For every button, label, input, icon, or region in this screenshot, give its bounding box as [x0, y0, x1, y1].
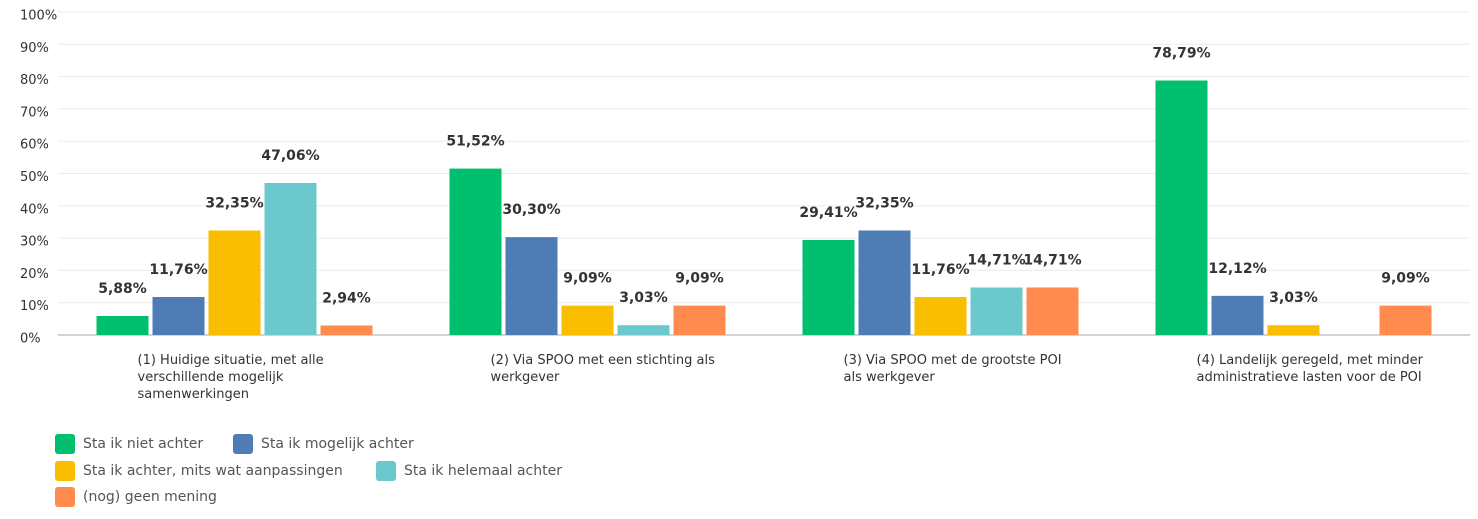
- legend-label: (nog) geen mening: [83, 489, 217, 505]
- legend-label: Sta ik mogelijk achter: [261, 436, 414, 452]
- legend-swatch: [55, 434, 75, 454]
- legend-item: Sta ik helemaal achter: [376, 461, 562, 481]
- bar: [208, 230, 261, 335]
- bar: [1211, 295, 1264, 335]
- value-label: 29,41%: [799, 205, 857, 221]
- value-label: 9,09%: [675, 271, 724, 287]
- value-label: 11,76%: [911, 262, 969, 278]
- legend-label: Sta ik niet achter: [83, 436, 204, 452]
- legend-swatch: [55, 487, 75, 507]
- y-tick-label: 100%: [20, 9, 57, 24]
- value-label: 12,12%: [1208, 261, 1266, 277]
- legend-label: Sta ik achter, mits wat aanpassingen: [83, 463, 343, 479]
- value-label: 32,35%: [855, 196, 913, 212]
- bar: [152, 297, 205, 335]
- bar: [1379, 305, 1432, 335]
- value-label: 14,71%: [967, 252, 1025, 268]
- value-label: 47,06%: [261, 148, 319, 164]
- bar: [96, 316, 149, 335]
- y-tick-label: 70%: [20, 105, 49, 120]
- x-tick-label: (3) Via SPOO met de grootste POI als wer…: [843, 353, 1062, 385]
- legend-swatch: [55, 461, 75, 481]
- bar: [970, 287, 1023, 335]
- value-label: 3,03%: [1269, 290, 1318, 306]
- y-tick-label: 80%: [20, 73, 49, 88]
- y-tick-label: 60%: [20, 138, 49, 153]
- value-label: 32,35%: [205, 196, 263, 212]
- value-label: 11,76%: [149, 262, 207, 278]
- legend-label: Sta ik helemaal achter: [404, 463, 562, 479]
- legend-item: (nog) geen mening: [55, 487, 217, 507]
- value-label: 9,09%: [1381, 271, 1430, 287]
- bar: [505, 237, 558, 335]
- bar: [264, 182, 317, 335]
- bar: [1026, 287, 1079, 335]
- x-tick-label: (1) Huidige situatie, met alle verschill…: [137, 353, 324, 402]
- bar: [320, 325, 373, 335]
- legend-swatch: [376, 461, 396, 481]
- y-tick-label: 20%: [20, 267, 49, 282]
- value-label: 3,03%: [619, 290, 668, 306]
- bar: [449, 168, 502, 335]
- value-label: 78,79%: [1152, 46, 1210, 62]
- value-label: 2,94%: [322, 291, 371, 307]
- bar: [802, 240, 855, 335]
- y-tick-label: 40%: [20, 202, 49, 217]
- legend-swatch: [233, 434, 253, 454]
- bar: [858, 230, 911, 335]
- bar: [1155, 80, 1208, 335]
- x-tick-label: (2) Via SPOO met een stichting als werkg…: [490, 353, 715, 385]
- bar: [561, 305, 614, 335]
- x-tick-label: (4) Landelijk geregeld, met minder admin…: [1196, 353, 1423, 385]
- y-tick-label: 90%: [20, 41, 49, 56]
- value-label: 5,88%: [98, 281, 147, 297]
- y-tick-label: 0%: [20, 332, 41, 347]
- bar: [914, 297, 967, 335]
- legend-item: Sta ik niet achter: [55, 434, 203, 454]
- bar: [1267, 325, 1320, 335]
- bar: [673, 305, 726, 335]
- y-tick-label: 50%: [20, 170, 49, 185]
- legend-item: Sta ik mogelijk achter: [233, 434, 414, 454]
- y-tick-label: 30%: [20, 235, 49, 250]
- value-label: 14,71%: [1023, 252, 1081, 268]
- legend-item: Sta ik achter, mits wat aanpassingen: [55, 461, 343, 481]
- value-label: 9,09%: [563, 271, 612, 287]
- bar: [617, 325, 670, 335]
- y-tick-label: 10%: [20, 299, 49, 314]
- value-label: 51,52%: [446, 134, 504, 150]
- value-label: 30,30%: [502, 202, 560, 218]
